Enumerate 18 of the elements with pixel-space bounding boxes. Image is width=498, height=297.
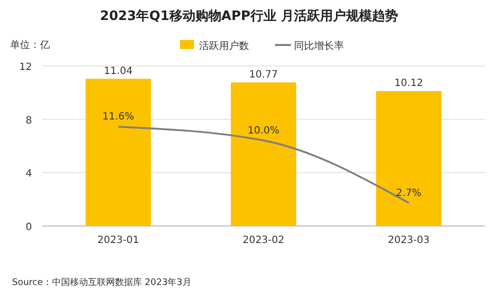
y-tick-label: 4 bbox=[26, 168, 32, 180]
data-label: 2.7% bbox=[396, 188, 422, 199]
y-tick-label: 8 bbox=[26, 115, 32, 126]
data-label: 10.0% bbox=[248, 125, 280, 136]
y-tick-label: 0 bbox=[26, 222, 32, 233]
x-tick-label: 2023-03 bbox=[388, 235, 430, 246]
y-tick-label: 12 bbox=[19, 62, 32, 73]
data-label: 11.6% bbox=[102, 112, 134, 123]
data-label: 10.12 bbox=[394, 78, 424, 90]
source-note: Source：中国移动互联网数据库 2023年3月 bbox=[12, 277, 192, 288]
x-tick-label: 2023-02 bbox=[242, 235, 284, 246]
data-label: 10.77 bbox=[249, 69, 278, 80]
data-label: 11.04 bbox=[104, 66, 133, 77]
legend-label: 活跃用户数 bbox=[199, 40, 249, 52]
y-axis-title: 单位：亿 bbox=[10, 39, 50, 51]
x-tick-label: 2023-01 bbox=[97, 235, 140, 246]
chart-title: 2023年Q1移动购物APP行业 月活跃用户规模趋势 bbox=[100, 8, 398, 24]
legend-label: 同比增长率 bbox=[294, 40, 344, 52]
